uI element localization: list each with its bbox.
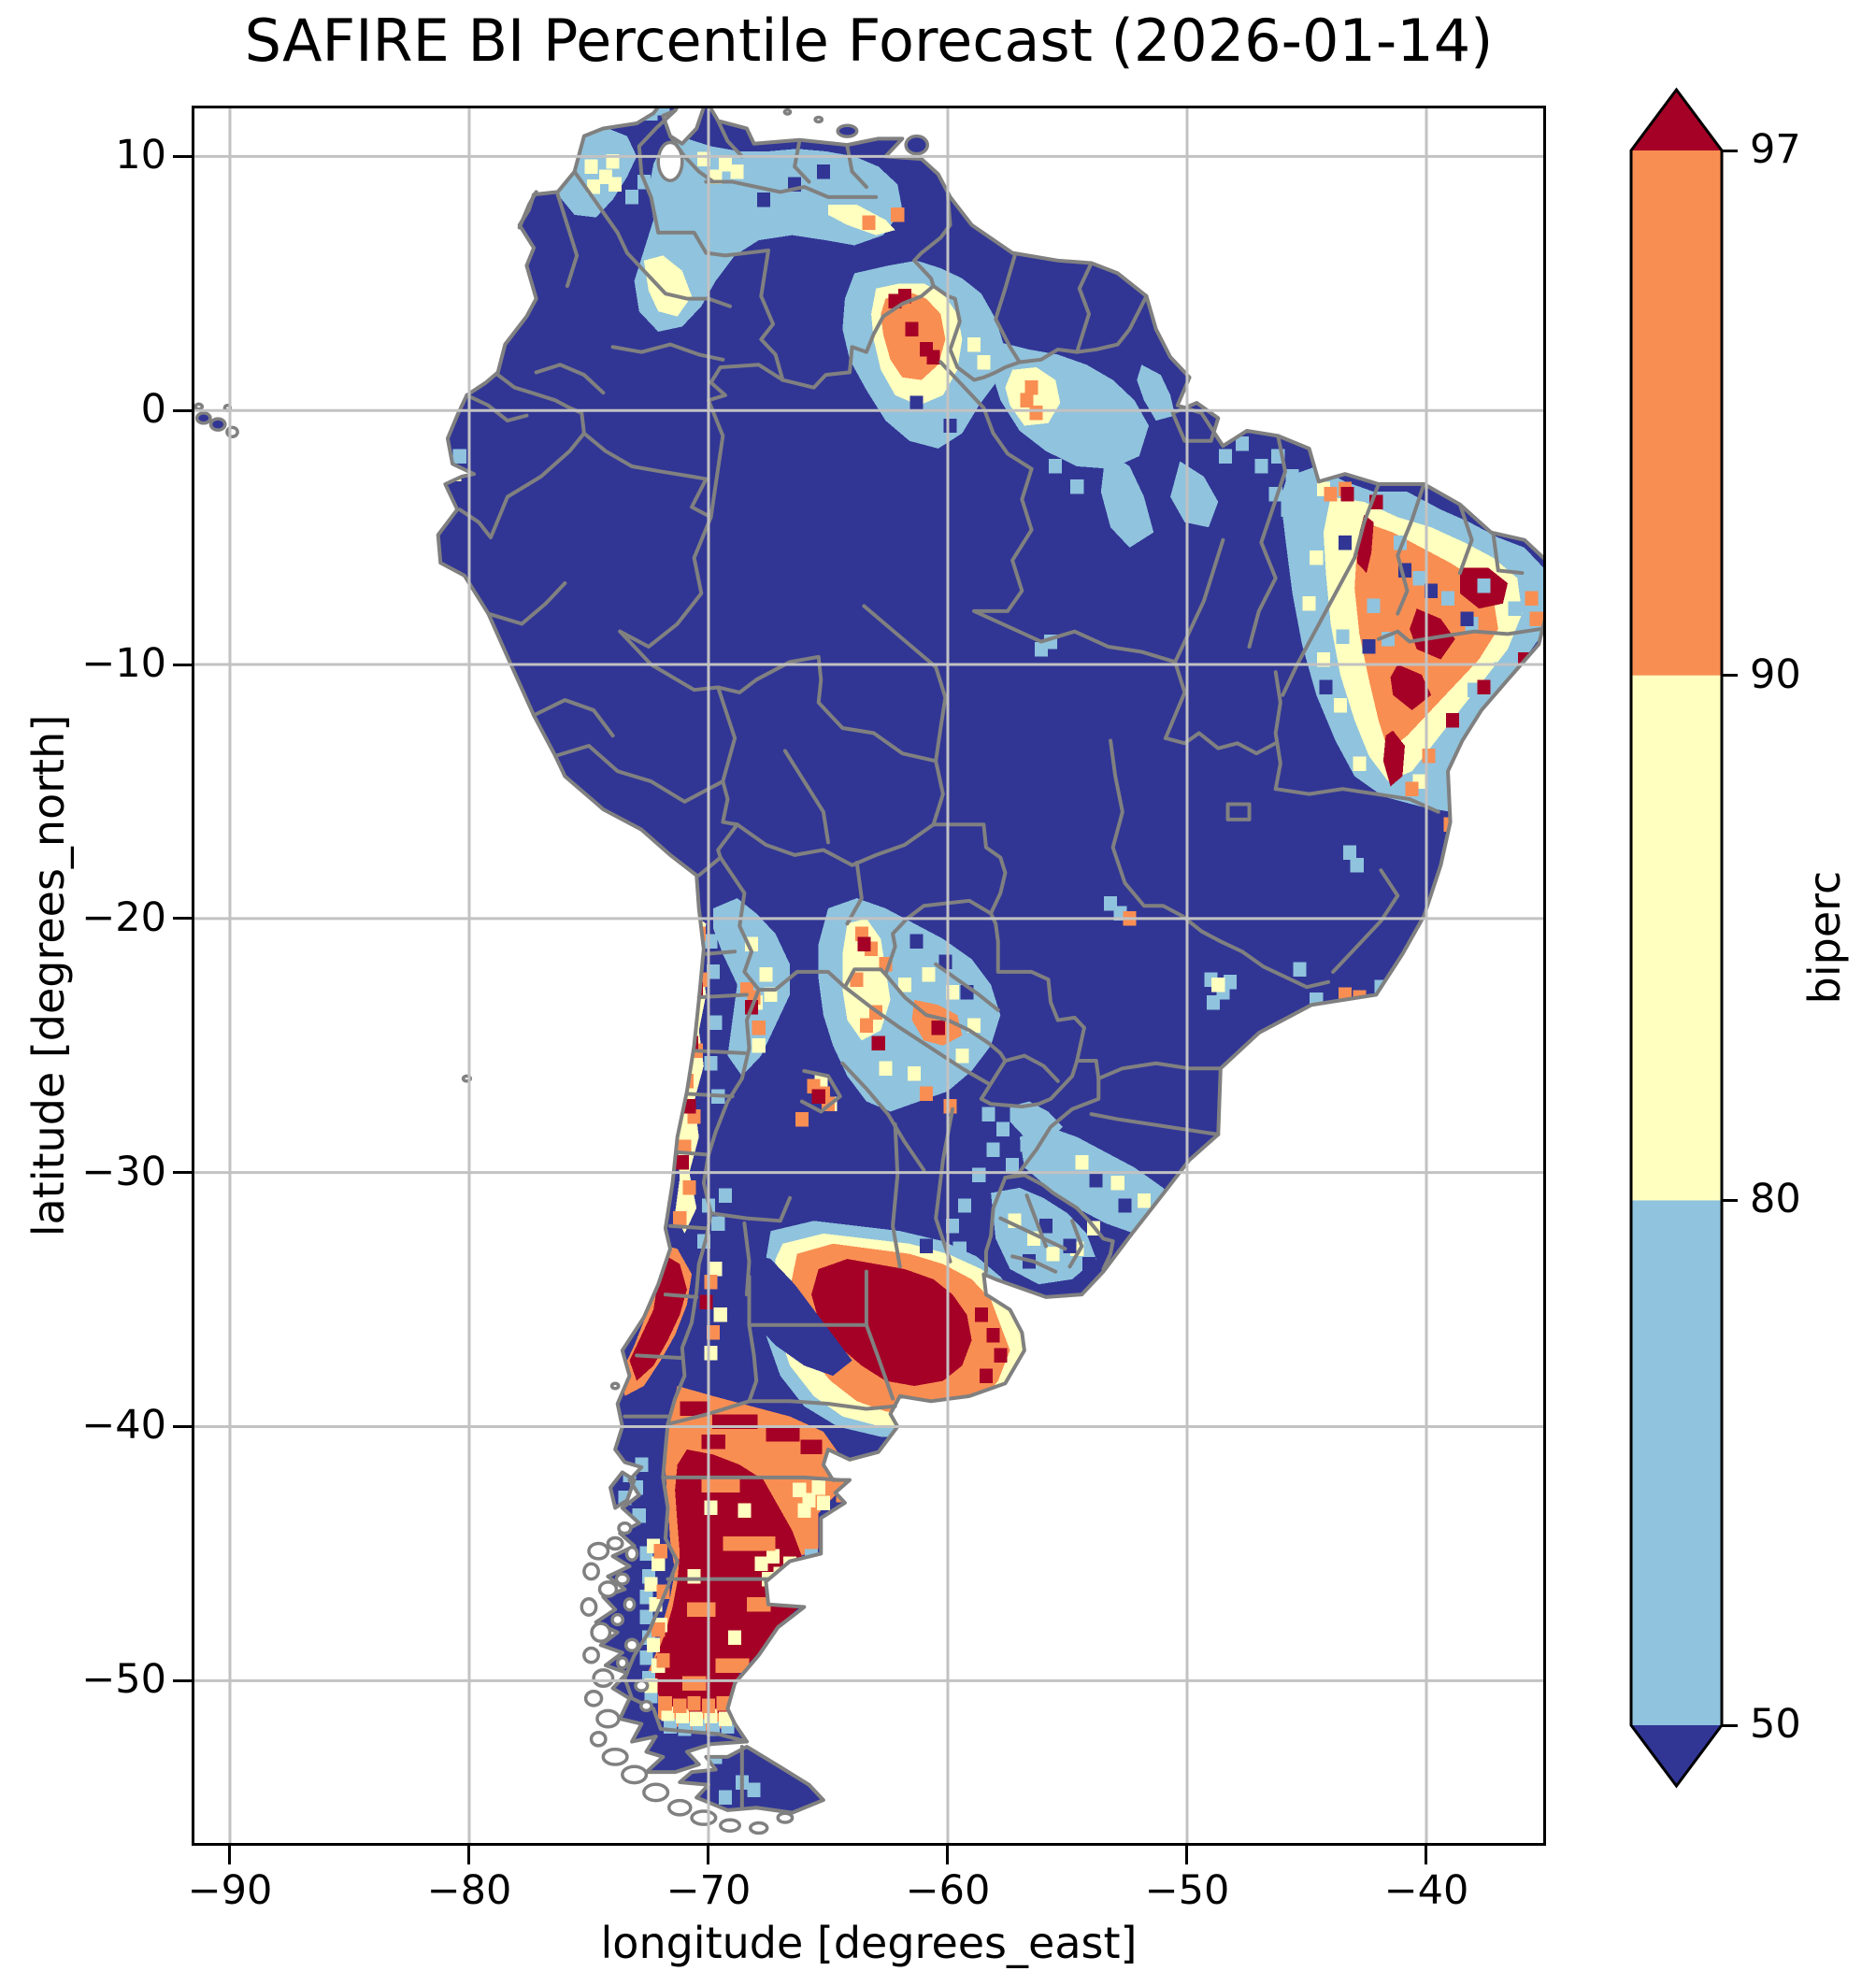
colorbar-canvas [1631,90,1722,1786]
colorbar-tick-label: 90 [1750,650,1801,698]
colorbar-tick-label: 97 [1750,126,1801,173]
x-tick-label: −90 [187,1867,273,1914]
map-canvas [192,106,1546,1846]
y-tick-mark [173,408,192,412]
colorbar-tick-label: 50 [1750,1701,1801,1748]
borders-layer [438,106,1546,1813]
colorbar-tick-mark [1722,1198,1738,1202]
y-tick-label: 10 [115,132,166,179]
y-tick-label: −10 [81,640,166,687]
x-tick-mark [707,1846,710,1864]
colorbar-tick-mark [1722,149,1738,152]
colorbar [1631,90,1722,1786]
lake-maracaibo [658,142,682,180]
y-tick-label: −50 [81,1656,166,1704]
plot-title: SAFIRE BI Percentile Forecast (2026-01-1… [244,7,1494,75]
map-area [192,106,1546,1846]
x-tick-label: −40 [1383,1867,1469,1914]
y-tick-label: −20 [81,893,166,941]
x-tick-label: −70 [666,1867,752,1914]
x-tick-mark [946,1846,950,1864]
x-tick-mark [228,1846,232,1864]
x-tick-label: −80 [426,1867,512,1914]
x-tick-mark [1425,1846,1428,1864]
y-tick-mark [173,154,192,158]
colorbar-tick-label: 80 [1750,1176,1801,1223]
y-tick-mark [173,663,192,666]
colorbar-tick-mark [1722,674,1738,678]
y-tick-label: −30 [81,1148,166,1195]
x-axis-label: longitude [degrees_east] [600,1918,1138,1968]
grid-layer [192,106,1546,1846]
x-tick-label: −50 [1144,1867,1230,1914]
x-tick-mark [467,1846,471,1864]
colorbar-tick-mark [1722,1723,1738,1727]
x-tick-mark [1185,1846,1189,1864]
y-tick-mark [173,1678,192,1682]
y-tick-mark [173,1171,192,1175]
y-tick-label: −40 [81,1402,166,1450]
x-tick-label: −60 [905,1867,991,1914]
islands-layer [195,106,927,1833]
y-axis-label: latitude [degrees_north] [23,714,74,1237]
y-tick-mark [173,1424,192,1428]
y-tick-mark [173,917,192,921]
colorbar-label: biperc [1799,870,1850,1005]
y-tick-label: 0 [140,386,166,434]
